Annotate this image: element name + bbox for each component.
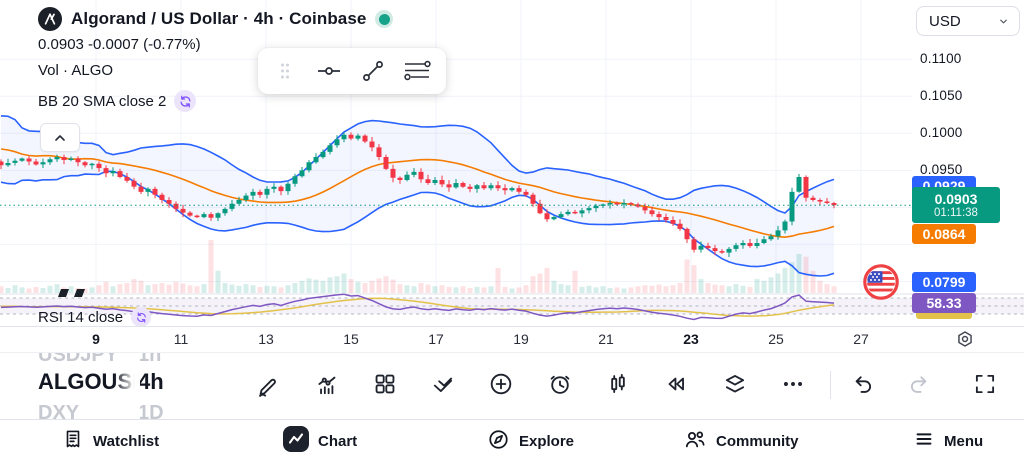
price-tick-label: 0.1050 xyxy=(920,88,963,104)
undo-button[interactable] xyxy=(849,371,875,402)
interval-label: 1h xyxy=(138,353,162,366)
date-tick-label: 27 xyxy=(853,331,869,347)
horizontal-ray-tool-icon[interactable] xyxy=(400,54,434,88)
symbol-header: Algorand / US Dollar · 4h · Coinbase xyxy=(38,7,394,31)
redo-button[interactable] xyxy=(907,371,933,402)
trend-line-tool-icon[interactable] xyxy=(356,54,390,88)
axis-settings-gear-icon[interactable] xyxy=(954,328,976,355)
date-tick-label: 25 xyxy=(768,331,784,347)
nav-item-explore[interactable]: Explore xyxy=(487,420,574,463)
community-icon xyxy=(683,427,707,456)
layers-toolbar-icon[interactable] xyxy=(722,371,748,402)
price-level-badge: 58.33 xyxy=(912,292,976,313)
collapse-pane-button[interactable] xyxy=(40,123,80,152)
price-tick-label: 0.1100 xyxy=(920,51,962,67)
layouts-toolbar-icon[interactable] xyxy=(372,371,398,402)
symbol-label: DXY xyxy=(38,402,80,419)
drawing-tools-floating-toolbar[interactable] xyxy=(258,48,446,94)
nav-item-menu[interactable]: Menu xyxy=(913,420,983,463)
rsi-indicator-row[interactable]: RSI 14 close xyxy=(38,307,152,326)
symbol-label: ALGOUSD xyxy=(38,369,138,394)
date-tick-label: 9 xyxy=(92,331,100,347)
time-axis[interactable]: 9 11 13 15 17 19 21 23 25 27 xyxy=(0,326,1024,353)
us-economic-event-flag-icon[interactable] xyxy=(862,263,900,306)
nav-label: Chart xyxy=(318,433,358,450)
price-level-badge: 0.0864 xyxy=(912,224,976,245)
bollinger-indicator-row[interactable]: BB 20 SMA close 2 xyxy=(38,90,197,112)
symbol-picker-row-dxy[interactable]: DXY 1D xyxy=(38,402,164,419)
currency-selector[interactable]: USD xyxy=(916,6,1020,36)
interval-label: 1D xyxy=(138,402,164,419)
horizontal-line-tool-icon[interactable] xyxy=(312,54,346,88)
bottom-navigation: Watchlist Chart Explore Community Menu xyxy=(0,419,1024,463)
chart-region[interactable]: Algorand / US Dollar · 4h · Coinbase 0.0… xyxy=(0,0,1024,326)
draw-toolbar-icon[interactable] xyxy=(255,371,281,402)
interval-label: 4h xyxy=(138,369,164,394)
price-change-line: 0.0903 -0.0007 (-0.77%) xyxy=(38,36,201,53)
market-status-icon[interactable] xyxy=(375,10,394,28)
nav-item-community[interactable]: Community xyxy=(683,420,799,463)
multichart-toolbar-icon[interactable] xyxy=(430,371,456,402)
sync-refresh-icon[interactable] xyxy=(131,307,152,326)
indicators-toolbar-icon[interactable] xyxy=(314,371,340,402)
drag-handle[interactable] xyxy=(268,54,302,88)
toolbar-divider xyxy=(830,371,831,399)
symbol-interval-picker[interactable]: USDJPY 1h ALGOUSD 4h DXY 1D xyxy=(38,353,218,419)
symbol-label: USDJPY xyxy=(38,353,119,366)
explore-icon xyxy=(487,428,510,456)
bollinger-indicator-label: BB 20 SMA close 2 xyxy=(38,92,167,110)
fullscreen-button[interactable] xyxy=(972,371,998,402)
candles-toolbar-icon[interactable] xyxy=(605,371,631,402)
algorand-logo-icon xyxy=(38,7,62,31)
date-tick-label: 23 xyxy=(683,331,699,347)
date-tick-label: 21 xyxy=(598,331,614,347)
date-tick-label: 19 xyxy=(513,331,529,347)
nav-item-chart[interactable]: Chart xyxy=(283,420,357,463)
date-tick-label: 11 xyxy=(173,331,189,347)
symbol-picker-row-usdjpy[interactable]: USDJPY 1h xyxy=(38,353,161,367)
date-tick-label: 13 xyxy=(258,331,274,347)
nav-label: Menu xyxy=(944,433,984,450)
price-level-badge: 0.0799 xyxy=(912,272,976,293)
add-toolbar-icon[interactable] xyxy=(488,371,514,402)
nav-item-watchlist[interactable]: Watchlist xyxy=(62,420,159,463)
sync-refresh-icon[interactable] xyxy=(174,90,197,112)
price-tick-label: 0.1000 xyxy=(920,125,963,141)
nav-label: Explore xyxy=(519,433,575,450)
menu-icon xyxy=(913,428,935,455)
candlestick-chart-canvas[interactable] xyxy=(0,0,1024,326)
date-tick-label: 15 xyxy=(343,331,359,347)
volume-indicator-label[interactable]: Vol · ALGO xyxy=(38,62,114,79)
chart-icon xyxy=(283,426,309,457)
replay-toolbar-icon[interactable] xyxy=(663,371,689,402)
nav-label: Community xyxy=(716,433,799,450)
chevron-down-icon xyxy=(1000,19,1007,23)
last-price-countdown-badge: 0.0903 01:11:38 xyxy=(912,187,1000,224)
currency-label: USD xyxy=(929,12,961,30)
symbol-picker-row-algousd[interactable]: ALGOUSD 4h xyxy=(38,369,164,395)
more-toolbar-icon[interactable] xyxy=(780,371,806,402)
rsi-indicator-label: RSI 14 close xyxy=(38,308,124,326)
price-tick-label: 0.0950 xyxy=(920,162,963,178)
symbol-title[interactable]: Algorand / US Dollar · 4h · Coinbase xyxy=(71,9,367,28)
date-tick-label: 17 xyxy=(428,331,444,347)
nav-label: Watchlist xyxy=(93,433,160,450)
toolbar-strip: USDJPY 1h ALGOUSD 4h DXY 1D xyxy=(0,353,1024,419)
price-scale[interactable]: USD 0.1100 0.1050 0.1000 0.0950 0.0929 0.090… xyxy=(912,0,1024,326)
alert-toolbar-icon[interactable] xyxy=(547,371,573,402)
watchlist-icon xyxy=(62,428,84,455)
